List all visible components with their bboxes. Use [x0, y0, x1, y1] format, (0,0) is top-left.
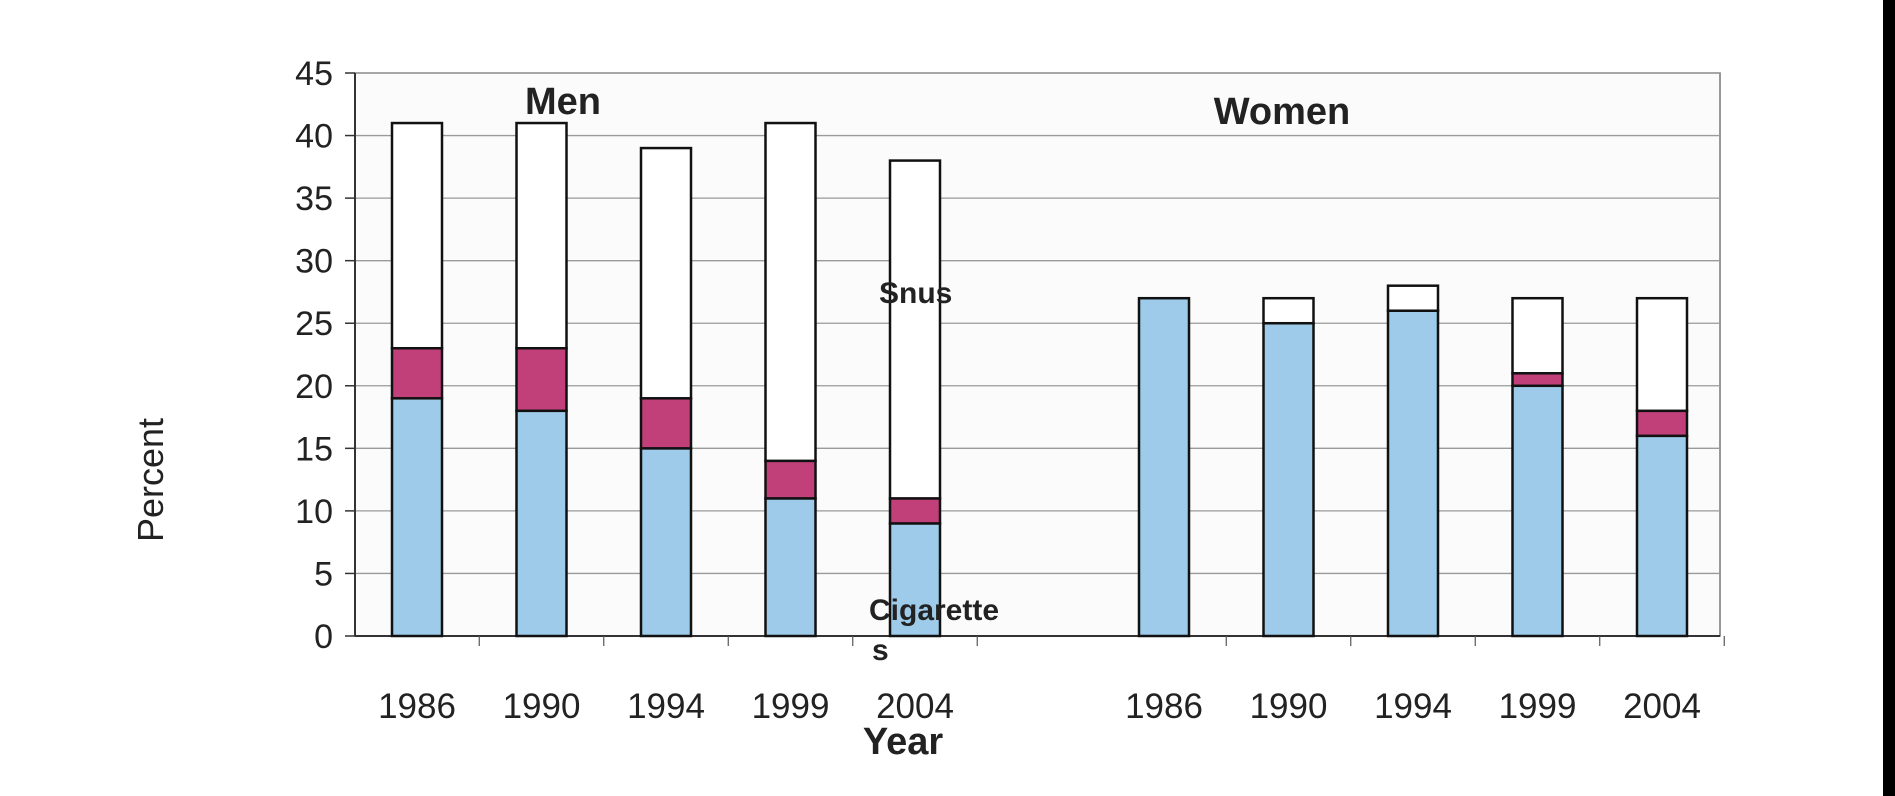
bar-segment — [390, 346, 444, 400]
bars — [390, 121, 1689, 638]
right-border — [1883, 0, 1895, 796]
y-tick-label: 30 — [295, 243, 333, 281]
bar-segment — [1386, 284, 1440, 312]
y-tick-label: 25 — [295, 305, 333, 343]
gridlines — [345, 72, 1721, 637]
bar-segment — [1137, 296, 1191, 638]
bar-segment — [1386, 309, 1440, 638]
y-tick-label: 5 — [314, 555, 333, 593]
bar-segment — [888, 159, 942, 500]
group-title-men: Men — [525, 81, 601, 123]
bar-segment — [1511, 372, 1564, 388]
bar-segment — [764, 459, 817, 500]
bar-segment — [639, 146, 693, 400]
x-tick-label: 2004 — [1623, 687, 1701, 726]
y-tick-label: 35 — [295, 180, 333, 218]
bar-segment — [1262, 296, 1315, 325]
y-axis-label: Percent — [130, 418, 171, 542]
bar-segment — [515, 346, 568, 413]
bar-segment — [1635, 434, 1689, 638]
x-tick-label: 1999 — [1499, 687, 1577, 726]
bar-segment — [888, 522, 942, 638]
plot-area — [354, 72, 1721, 637]
bar-segment — [1635, 409, 1689, 438]
y-tick-label: 10 — [295, 493, 333, 531]
x-tick-label: 2004 — [876, 687, 954, 726]
bar-segment — [1511, 384, 1564, 638]
y-tick-label: 20 — [295, 368, 333, 406]
bar-segment — [390, 121, 444, 350]
x-tick-label: 1999 — [752, 687, 830, 726]
group-title-women: Women — [1214, 91, 1351, 133]
x-tick-label: 1986 — [378, 687, 456, 726]
y-tick-label: 0 — [314, 618, 333, 656]
bar-segment — [764, 121, 817, 463]
bar-segment — [515, 121, 568, 350]
x-axis-ticks: 1986 1990 1994 1999 2004 1986 1990 1994 1999 2004 — [378, 636, 1725, 726]
bar-segment — [639, 397, 693, 450]
x-axis-label: Year — [863, 721, 944, 763]
y-tick-label: 15 — [295, 430, 333, 468]
x-tick-label: 1994 — [1374, 687, 1452, 726]
x-tick-label: 1990 — [503, 687, 581, 726]
bar-segment — [515, 409, 568, 638]
x-tick-label: 1986 — [1125, 687, 1203, 726]
bar-segment — [1635, 296, 1689, 413]
annotation-cigarettes-line1: Cigarette — [869, 594, 999, 627]
annotation-snus: Snus — [879, 277, 952, 310]
bar-segment — [764, 497, 817, 638]
bar-segment — [888, 497, 942, 525]
x-tick-label: 1994 — [627, 687, 705, 726]
y-axis-ticks: 0 5 10 15 20 25 30 35 40 45 — [295, 55, 333, 656]
bar-segment — [1511, 296, 1564, 375]
y-tick-label: 45 — [295, 55, 333, 93]
x-tick-label: 1990 — [1250, 687, 1328, 726]
y-tick-label: 40 — [295, 118, 333, 156]
bar-segment — [1262, 321, 1315, 638]
bar-segment — [639, 447, 693, 638]
bar-segment — [390, 397, 444, 638]
annotation-cigarettes-line2: s — [872, 634, 889, 667]
